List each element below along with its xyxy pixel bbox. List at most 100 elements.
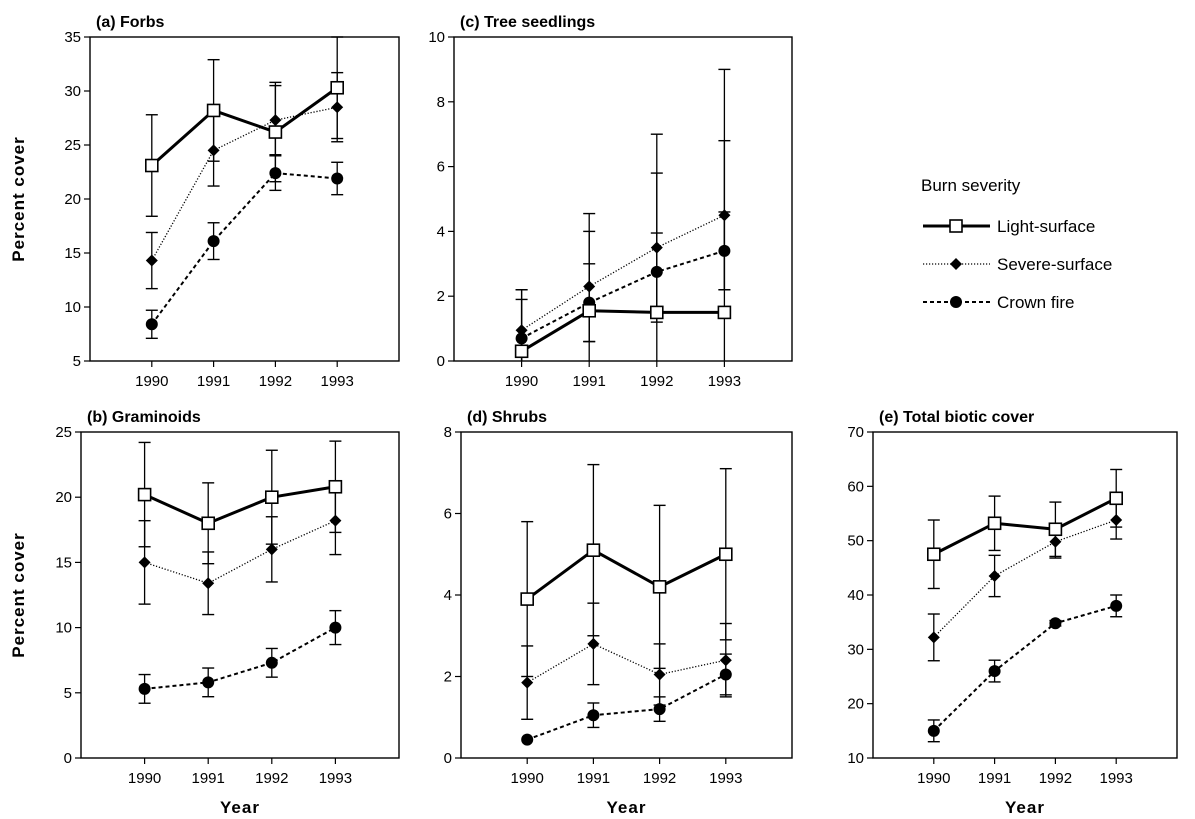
plot-frame [80,431,400,759]
y-tick-label: 4 [437,223,445,240]
data-point-severe-surface [927,631,940,644]
series-line-crown [933,604,1117,732]
data-point-crown-fire [138,682,151,695]
series-line-severe [151,106,338,261]
y-tick-label: 30 [64,83,81,100]
panel-title: (b) Graminoids [87,409,201,426]
data-point-severe-surface [145,254,158,267]
panel-e: (e) Total biotic cover 10 20 30 40 50 60 70 1990… [847,409,1178,817]
series-light [926,468,1123,590]
series-line-light [520,309,725,353]
data-point-light-surface [1048,522,1063,537]
y-axis-title: Percent cover [9,532,28,657]
data-point-crown-fire [653,703,666,716]
x-axis-title: Year [220,798,260,817]
data-point-severe-surface [988,569,1001,582]
data-point-severe-surface [138,556,151,569]
data-point-light-surface [328,479,343,494]
data-point-severe-surface [587,637,600,650]
y-tick-label: 6 [437,159,445,176]
y-tick-label: 0 [64,750,72,767]
data-point-light-surface [264,490,279,505]
data-point-crown-fire [207,235,220,248]
series-crown [927,594,1123,743]
panel-c: (c) Tree seedlings 0 2 4 6 8 10 1990 1991 1992 199… [428,14,793,390]
panel-title: (d) Shrubs [467,409,547,426]
series-line-light [526,548,727,601]
data-point-crown-fire [202,676,215,689]
data-point-light-surface [1109,491,1123,506]
data-point-light-surface [145,158,159,173]
x-tick-label: 1991 [978,770,1011,787]
series-line-crown [144,626,336,690]
y-axis-title: Percent cover [9,136,28,261]
data-point-crown-fire [145,318,158,331]
y-tick-label: 20 [64,191,81,208]
series-line-crown [521,249,725,340]
y-tick-label: 35 [64,29,81,46]
series-crown [515,211,731,361]
data-point-crown-fire [329,621,342,634]
data-point-light-surface [926,547,941,562]
x-tick-label: 1993 [319,770,352,787]
y-tick-label: 15 [55,554,72,571]
x-tick-label: 1993 [709,770,742,787]
x-tick-label: 1992 [1039,770,1072,787]
x-tick-label: 1990 [505,373,538,390]
series-severe [521,602,732,720]
y-tick-label: 50 [847,533,864,550]
x-tick-label: 1991 [192,770,225,787]
data-point-crown-fire [331,172,344,185]
legend-label-severe-surface: Severe-surface [997,255,1112,274]
y-tick-label: 25 [55,424,72,441]
plot-frame [89,36,400,362]
legend-label-light-surface: Light-surface [997,217,1095,236]
series-light [137,440,343,565]
plot-frame [453,36,793,362]
y-tick-label: 5 [64,685,72,702]
legend-marker-diamond [950,258,962,270]
x-tick-label: 1992 [255,770,288,787]
x-tick-label: 1991 [197,373,230,390]
panel-a: (a) Forbs 5 10 15 20 25 30 35 1990 1991 1992 1993 Pe… [9,14,400,390]
y-tick-label: 6 [444,506,452,523]
y-tick-label: 8 [437,94,445,111]
y-tick-label: 10 [55,620,72,637]
x-tick-label: 1992 [640,373,673,390]
x-tick-label: 1990 [917,770,950,787]
data-point-crown-fire [927,724,940,737]
legend-item-severe-surface: Severe-surface [923,255,1112,274]
panel-d: (d) Shrubs 0 2 4 6 8 1990 1991 1992 1993 Year [444,409,793,817]
data-point-light-surface [330,80,345,95]
data-point-severe-surface [653,668,666,681]
legend-title: Burn severity [921,176,1021,195]
x-tick-label: 1991 [573,373,606,390]
y-tick-label: 0 [444,750,452,767]
x-tick-label: 1992 [259,373,292,390]
series-light [145,36,345,217]
series-line-light [150,86,339,167]
series-line-severe [933,519,1117,638]
y-tick-label: 0 [437,353,445,370]
x-axis-title: Year [607,798,647,817]
data-point-light-surface [717,305,732,320]
series-line-light [933,496,1117,556]
panel-b: (b) Graminoids 0 5 10 15 20 25 1990 1991 1992 1993… [9,409,400,817]
y-tick-label: 5 [73,353,81,370]
y-tick-label: 20 [55,489,72,506]
x-tick-label: 1993 [1100,770,1133,787]
data-point-light-surface [582,303,597,318]
data-point-crown-fire [1049,617,1062,630]
data-point-crown-fire [988,665,1001,678]
x-tick-label: 1993 [321,373,354,390]
series-crown [521,653,732,746]
x-tick-label: 1991 [577,770,610,787]
x-axis-title: Year [1005,798,1045,817]
data-point-severe-surface [521,676,534,689]
legend-item-crown-fire: Crown fire [923,293,1074,312]
y-tick-label: 2 [437,288,445,305]
series-light [520,463,733,678]
y-tick-label: 20 [847,696,864,713]
